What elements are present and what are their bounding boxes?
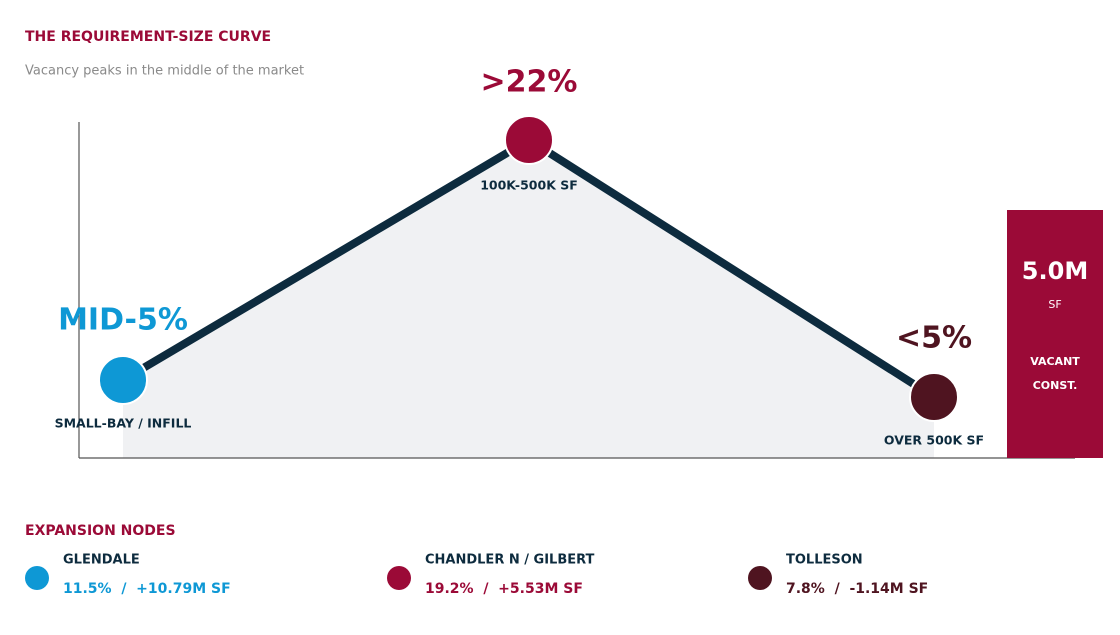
callout-value: 5.0M xyxy=(1022,257,1088,285)
callout-line: CONST. xyxy=(1033,379,1078,392)
point-value: <5% xyxy=(896,321,972,356)
curve-point xyxy=(909,372,959,422)
curve-area xyxy=(123,140,934,458)
subtitle: Vacancy peaks in the middle of the marke… xyxy=(25,64,304,79)
point-label: SMALL-BAY / INFILL xyxy=(55,416,192,431)
point-label: 100K-500K SF xyxy=(480,178,578,193)
node-name: GLENDALE xyxy=(63,553,140,568)
node-name: TOLLESON xyxy=(786,553,863,568)
callout-unit: SF xyxy=(1048,298,1061,311)
node-stats: 7.8% / -1.14M SF xyxy=(786,581,928,597)
nodes-title: EXPANSION NODES xyxy=(25,523,176,539)
callout-line: VACANT xyxy=(1030,355,1080,368)
node-stats: 19.2% / +5.53M SF xyxy=(425,581,583,597)
node-dot xyxy=(25,566,49,590)
node-name: CHANDLER N / GILBERT xyxy=(425,553,595,568)
node-dot xyxy=(748,566,772,590)
point-label: OVER 500K SF xyxy=(884,433,984,448)
curve-point xyxy=(504,115,554,165)
node-dot xyxy=(387,566,411,590)
node-stats: 11.5% / +10.79M SF xyxy=(63,581,231,597)
point-value: >22% xyxy=(481,65,578,100)
curve-point xyxy=(98,355,148,405)
point-value: MID-5% xyxy=(58,303,188,338)
title: THE REQUIREMENT-SIZE CURVE xyxy=(25,29,271,45)
callout-box xyxy=(1007,210,1103,458)
